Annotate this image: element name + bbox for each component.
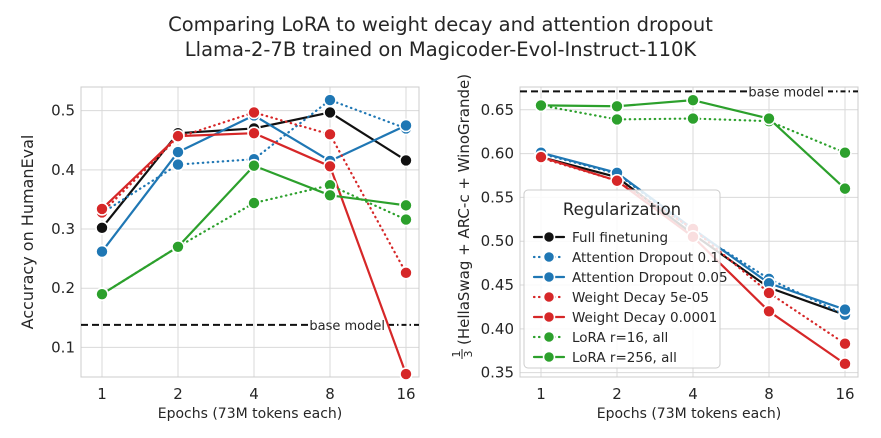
data-point [534, 98, 548, 113]
data-point [95, 221, 109, 235]
y-axis-label-fraction-num: 1 [450, 351, 463, 358]
data-point [323, 159, 337, 174]
legend-swatch-marker [542, 290, 556, 304]
legend-title: Regularization [563, 200, 681, 219]
data-point [686, 111, 700, 126]
x-tick-label: 16 [396, 385, 415, 403]
legend-swatch-marker [542, 230, 556, 244]
data-point [399, 367, 413, 381]
legend-entry-label: Attention Dropout 0.1 [572, 250, 719, 266]
data-point [247, 105, 261, 120]
legend-entry-label: LoRA r=16, all [572, 330, 668, 346]
legend-entry-label: Weight Decay 0.0001 [572, 310, 717, 326]
legend-swatch-marker [542, 250, 556, 264]
data-point [838, 336, 852, 351]
y-tick-label: 0.1 [51, 338, 75, 356]
figure-title-line2: Llama-2-7B trained on Magicoder-Evol-Ins… [184, 38, 697, 61]
legend-swatch-marker [542, 350, 556, 364]
baseline-label: base model [748, 85, 824, 100]
data-point [247, 196, 261, 210]
figure-title-line1: Comparing LoRA to weight decay and atten… [168, 13, 713, 36]
plot-frame [519, 86, 859, 378]
data-point [838, 357, 852, 371]
y-tick-label: 0.45 [481, 276, 514, 294]
data-point [171, 157, 185, 172]
x-tick-label: 1 [97, 385, 107, 403]
data-point [399, 118, 413, 133]
data-point [610, 173, 624, 188]
data-point [762, 286, 776, 300]
data-point [610, 112, 624, 127]
y-tick-label: 0.60 [481, 145, 514, 163]
data-point [610, 99, 624, 114]
data-point [247, 126, 261, 140]
data-point [399, 198, 413, 213]
x-tick-label: 2 [612, 385, 622, 403]
legend: Regularization Full finetuning Attention D… [523, 189, 728, 369]
data-point [171, 129, 185, 143]
data-point [95, 202, 109, 216]
y-axis-label: Accuracy on HumanEval [18, 135, 37, 330]
x-tick-label: 4 [688, 385, 698, 403]
y-tick-label: 0.50 [481, 232, 514, 250]
legend-entry-label: LoRA r=256, all [572, 350, 677, 366]
y-axis-label-fraction-den: 3 [462, 351, 475, 358]
y-tick-label: 0.40 [481, 320, 514, 338]
data-point [399, 153, 413, 168]
data-point [323, 105, 337, 120]
data-point [247, 158, 261, 173]
baseline-label: base model [309, 319, 385, 334]
x-tick-label: 2 [173, 385, 183, 403]
data-point [686, 93, 700, 107]
legend-swatch-marker [542, 310, 556, 324]
legend-swatch-marker [542, 270, 556, 284]
y-tick-label: 0.65 [481, 101, 514, 119]
data-point [323, 93, 337, 107]
series-lora-r-256-all [534, 93, 852, 196]
x-tick-label: 16 [835, 385, 854, 403]
y-tick-label: 0.3 [51, 220, 75, 238]
legend-entry-label: Attention Dropout 0.05 [572, 270, 728, 286]
data-point [399, 266, 413, 280]
chart-panel-2: 0.35 0.40 0.45 0.50 0.55 0.60 0.65 1 2 4 8 16 Epochs… [450, 74, 859, 422]
data-point [95, 287, 109, 301]
y-tick-label: 0.5 [51, 102, 75, 120]
y-tick-label: 0.55 [481, 188, 514, 206]
x-tick-label: 8 [325, 385, 335, 403]
data-point [323, 188, 337, 203]
x-axis-label: Epochs (73M tokens each) [158, 406, 343, 422]
y-tick-label: 0.4 [51, 161, 75, 179]
x-tick-label: 1 [536, 385, 546, 403]
legend-entry-label: Weight Decay 5e-05 [572, 290, 709, 306]
y-tick-label: 0.2 [51, 279, 75, 297]
series-line [539, 104, 847, 154]
chart-panel-1: 0.1 0.2 0.3 0.4 0.5 1 2 4 8 16 Epochs (73M tokens … [18, 86, 420, 422]
data-point [762, 111, 776, 126]
data-point [171, 145, 185, 159]
y-tick-label: 0.35 [481, 364, 514, 382]
data-point [95, 244, 109, 259]
legend-swatch-marker [542, 330, 556, 344]
legend-entry-label: Full finetuning [572, 230, 668, 246]
x-tick-label: 8 [764, 385, 774, 403]
y-axis-label-text: (HellaSwag + ARC-c + WinoGrande) [455, 74, 473, 345]
series-line [100, 111, 408, 274]
data-point [534, 150, 548, 164]
series-lora-r-256-all [95, 158, 413, 301]
data-point [762, 304, 776, 319]
data-point [838, 145, 852, 160]
data-point [399, 212, 413, 227]
data-point [171, 239, 185, 254]
data-point [838, 302, 852, 317]
x-axis-label: Epochs (73M tokens each) [597, 406, 782, 422]
y-axis-label: 1 3 (HellaSwag + ARC-c + WinoGrande) [450, 74, 475, 359]
data-point [838, 181, 852, 196]
x-tick-label: 4 [249, 385, 259, 403]
legend-box [523, 189, 721, 369]
series-weight-decay-0-0001 [95, 126, 413, 381]
data-point [323, 127, 337, 142]
plot-frame [80, 86, 420, 378]
